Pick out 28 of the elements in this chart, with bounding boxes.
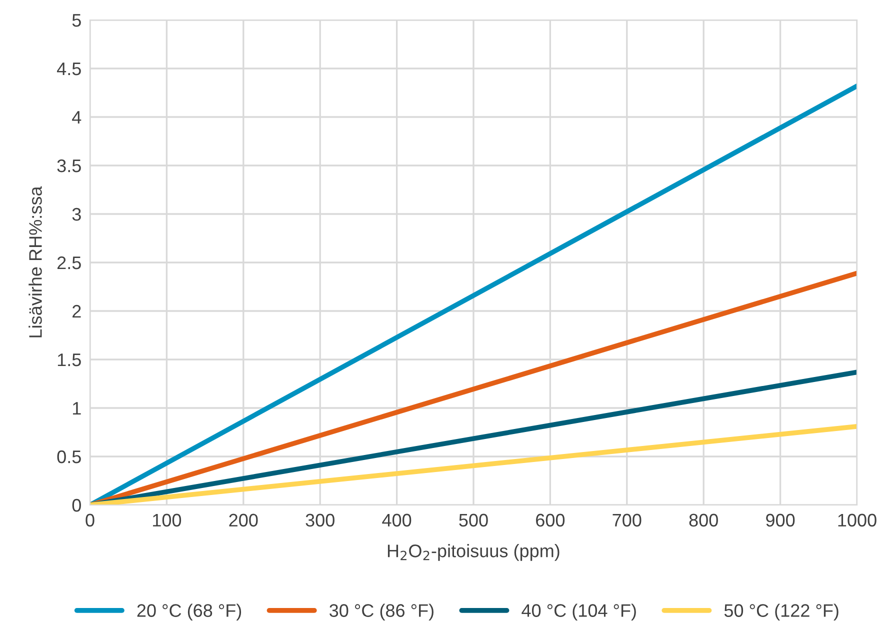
x-tick-label: 0: [86, 514, 94, 527]
y-tick-label: 0.5: [57, 450, 81, 464]
x-tick-label: 900: [766, 514, 795, 527]
x-tick-label: 500: [459, 514, 488, 527]
x-tick-label: 200: [229, 514, 258, 527]
x-tick-label: 600: [536, 514, 565, 527]
x-tick-label: 100: [153, 514, 182, 527]
legend-label: 40 °C (104 °F): [522, 604, 636, 621]
x-tick-label: 400: [382, 514, 412, 527]
x-tick-label: 800: [689, 514, 718, 527]
x-tick-label: 1000: [838, 514, 876, 527]
legend-label: 50 °C (122 °F): [724, 604, 838, 621]
y-tick-label: 0: [72, 498, 81, 512]
legend-label: 30 °C (86 °F): [330, 604, 434, 621]
x-axis-title: H$_{2}$O$_{2}$-pitoisuus (ppm): [388, 544, 560, 561]
y-tick-label: 2: [72, 304, 81, 318]
x-tick-label: 700: [612, 514, 642, 527]
x-tick-label: 300: [306, 514, 334, 527]
y-tick-label: 1: [73, 402, 81, 415]
y-axis-title: Lisävirhe RH%:ssa: [28, 186, 42, 338]
y-tick-label: 3: [72, 208, 81, 221]
legend-label: 20 °C (68 °F): [137, 604, 242, 621]
y-tick-label: 3.5: [57, 159, 81, 172]
y-tick-label: 4.5: [56, 62, 81, 76]
y-tick-label: 5: [72, 14, 81, 27]
y-tick-label: 4: [72, 111, 82, 124]
y-tick-label: 1.5: [58, 354, 81, 366]
y-tick-label: 2.5: [57, 256, 81, 270]
